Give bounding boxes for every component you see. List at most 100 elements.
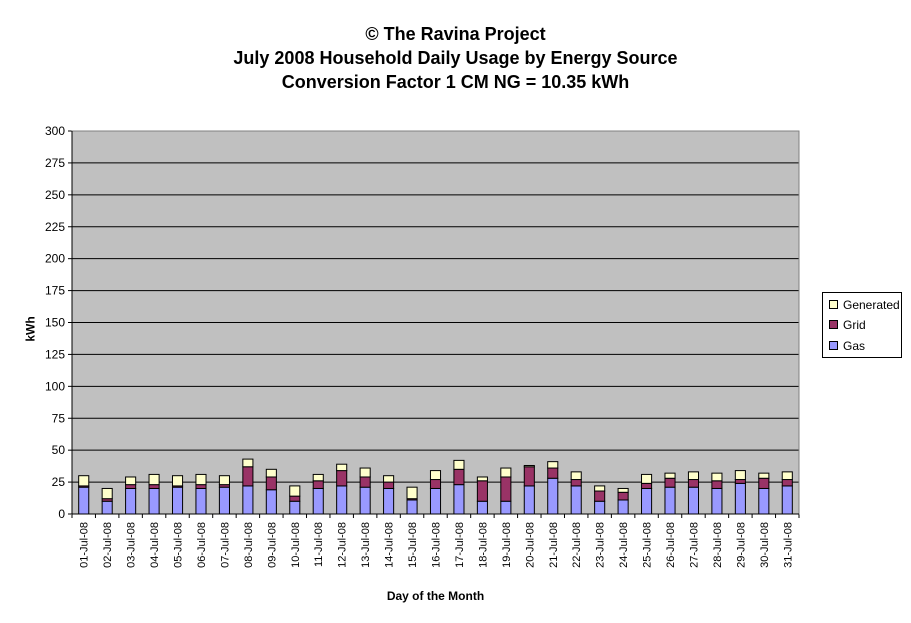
bar-gas-25 bbox=[641, 487, 653, 515]
bar-generated-20 bbox=[523, 464, 535, 468]
bar-grid-22 bbox=[570, 479, 582, 487]
bar-gas-27 bbox=[687, 486, 700, 515]
x-tick-label-15: 15-Jul-08 bbox=[407, 522, 419, 568]
bar-grid-23 bbox=[594, 490, 606, 502]
x-tick-label-30: 30-Jul-08 bbox=[759, 522, 771, 568]
legend-swatch-generated bbox=[829, 300, 838, 310]
bar-generated-17 bbox=[453, 459, 465, 470]
legend: Generated Grid Gas bbox=[822, 292, 902, 358]
bar-generated-10 bbox=[289, 485, 301, 497]
bar-gas-17 bbox=[453, 484, 465, 515]
x-tick-label-20: 20-Jul-08 bbox=[524, 522, 536, 568]
x-tick-label-12: 12-Jul-08 bbox=[337, 522, 349, 568]
bar-grid-8 bbox=[242, 466, 254, 487]
bar-generated-2 bbox=[101, 487, 113, 500]
x-tick-label-3: 03-Jul-08 bbox=[126, 522, 138, 568]
bar-gas-31 bbox=[781, 485, 793, 515]
x-tick-label-9: 09-Jul-08 bbox=[266, 522, 278, 568]
x-tick-label-2: 02-Jul-08 bbox=[102, 522, 114, 568]
x-tick-label-29: 29-Jul-08 bbox=[735, 522, 747, 568]
bar-generated-25 bbox=[641, 473, 653, 484]
x-tick-label-1: 01-Jul-08 bbox=[79, 522, 91, 568]
bar-generated-1 bbox=[78, 475, 90, 487]
bar-grid-6 bbox=[195, 484, 207, 489]
bar-generated-3 bbox=[125, 476, 137, 486]
bar-generated-28 bbox=[711, 472, 723, 482]
bar-gas-9 bbox=[265, 489, 277, 515]
x-tick-label-13: 13-Jul-08 bbox=[360, 522, 372, 568]
bar-gas-8 bbox=[242, 485, 254, 515]
bar-generated-9 bbox=[265, 468, 277, 478]
y-tick-label-175: 175 bbox=[45, 284, 65, 298]
legend-label-gas: Gas bbox=[843, 339, 866, 353]
bar-generated-11 bbox=[312, 473, 324, 482]
bar-gas-15 bbox=[406, 499, 418, 515]
bar-gas-5 bbox=[171, 486, 184, 515]
bar-grid-21 bbox=[547, 467, 559, 479]
bar-grid-11 bbox=[312, 480, 324, 489]
legend-label-grid: Grid bbox=[843, 318, 866, 332]
bar-generated-30 bbox=[758, 472, 770, 479]
bar-generated-27 bbox=[687, 471, 700, 481]
y-tick-label-150: 150 bbox=[45, 316, 65, 330]
bar-grid-14 bbox=[383, 481, 395, 489]
x-axis-label: Day of the Month bbox=[386, 589, 485, 603]
x-tick-label-6: 06-Jul-08 bbox=[196, 522, 208, 568]
bar-generated-21 bbox=[547, 461, 559, 469]
bar-gas-21 bbox=[547, 477, 559, 515]
bar-grid-26 bbox=[664, 477, 676, 488]
x-tick-label-22: 22-Jul-08 bbox=[571, 522, 583, 568]
bar-gas-7 bbox=[218, 486, 230, 515]
bar-grid-29 bbox=[734, 479, 746, 484]
bar-gas-23 bbox=[594, 500, 606, 515]
bar-gas-1 bbox=[78, 486, 90, 515]
x-tick-label-18: 18-Jul-08 bbox=[477, 522, 489, 568]
x-tick-label-17: 17-Jul-08 bbox=[454, 522, 466, 568]
bar-grid-19 bbox=[500, 476, 512, 502]
y-tick-label-225: 225 bbox=[45, 220, 65, 234]
y-tick-label-100: 100 bbox=[45, 379, 65, 393]
x-tick-label-25: 25-Jul-08 bbox=[642, 522, 654, 568]
legend-swatch-grid bbox=[829, 320, 838, 330]
bar-generated-22 bbox=[570, 471, 582, 481]
chart-title-line-3: Conversion Factor 1 CM NG = 10.35 kWh bbox=[281, 72, 630, 92]
chart-title: © The Ravina Project July 2008 Household… bbox=[0, 22, 911, 94]
bar-generated-29 bbox=[734, 470, 746, 481]
bar-gas-19 bbox=[500, 500, 512, 515]
x-tick-label-26: 26-Jul-08 bbox=[665, 522, 677, 568]
x-tick-label-27: 27-Jul-08 bbox=[688, 522, 700, 568]
bar-generated-26 bbox=[664, 472, 676, 479]
bar-gas-12 bbox=[336, 485, 348, 515]
y-tick-label-75: 75 bbox=[52, 411, 66, 425]
legend-label-generated: Generated bbox=[843, 298, 900, 312]
legend-swatch-gas bbox=[829, 341, 838, 351]
bar-grid-20 bbox=[523, 466, 535, 487]
bar-generated-23 bbox=[594, 485, 606, 492]
x-tick-label-11: 11-Jul-08 bbox=[313, 522, 325, 567]
x-tick-label-16: 16-Jul-08 bbox=[431, 522, 443, 568]
x-tick-label-24: 24-Jul-08 bbox=[618, 522, 630, 568]
x-tick-label-7: 07-Jul-08 bbox=[219, 522, 231, 568]
x-tick-label-28: 28-Jul-08 bbox=[712, 522, 724, 568]
bar-grid-13 bbox=[359, 476, 371, 488]
bar-generated-6 bbox=[195, 473, 207, 486]
bar-grid-30 bbox=[758, 477, 770, 489]
x-tick-label-19: 19-Jul-08 bbox=[501, 522, 513, 568]
bar-gas-29 bbox=[734, 482, 746, 515]
bar-generated-15 bbox=[406, 486, 418, 500]
bar-grid-9 bbox=[265, 476, 277, 491]
y-axis-label: kWh bbox=[23, 316, 38, 342]
bar-grid-17 bbox=[453, 468, 465, 486]
bar-grid-31 bbox=[781, 479, 793, 487]
bar-grid-12 bbox=[336, 470, 348, 487]
bar-grid-3 bbox=[125, 484, 137, 489]
y-tick-label-0: 0 bbox=[58, 507, 65, 521]
bar-gas-13 bbox=[359, 486, 371, 515]
bar-generated-19 bbox=[500, 467, 512, 478]
x-tick-label-8: 08-Jul-08 bbox=[243, 522, 255, 568]
bar-grid-16 bbox=[429, 479, 442, 489]
y-tick-label-50: 50 bbox=[52, 443, 66, 457]
bar-gas-4 bbox=[148, 487, 160, 515]
bar-gas-24 bbox=[617, 499, 629, 515]
